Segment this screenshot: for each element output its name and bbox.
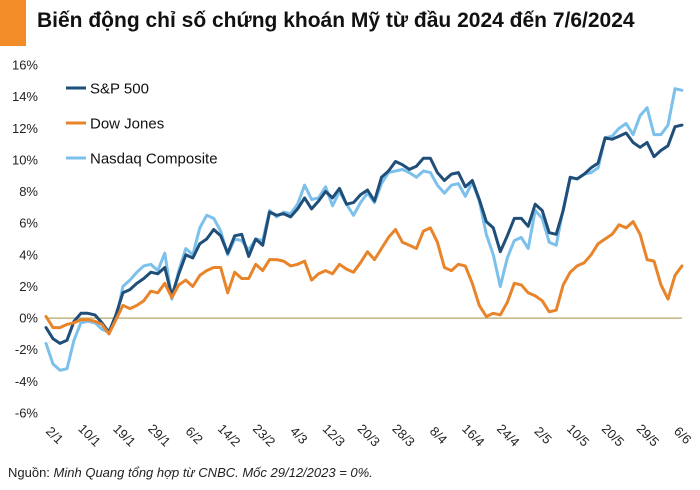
series-line-s-p-500 (44, 123, 684, 345)
legend-label: Dow Jones (90, 116, 164, 133)
x-tick-label: 10/1 (75, 421, 104, 450)
x-tick-label: 14/2 (215, 421, 244, 450)
y-tick-label: 8% (19, 184, 38, 199)
y-tick-label: 12% (12, 121, 38, 136)
source-note: Nguồn: Minh Quang tổng hợp từ CNBC. Mốc … (8, 465, 373, 480)
x-tick-label: 20/5 (599, 421, 628, 450)
line-chart: -6%-4%-2%0%2%4%6%8%10%12%14%16% 2/1 10/1 1… (12, 58, 694, 450)
y-tick-label: 6% (19, 216, 38, 231)
chart-series (44, 87, 684, 372)
y-tick-label: 16% (12, 58, 38, 73)
x-tick-label: 8/4 (427, 424, 450, 447)
y-tick-label: -4% (15, 374, 39, 389)
y-tick-label: 10% (12, 152, 38, 167)
legend-label: Nasdaq Composite (90, 151, 218, 168)
y-tick-label: -2% (15, 342, 39, 357)
x-tick-label: 2/5 (532, 424, 555, 447)
legend-label: S&P 500 (90, 81, 149, 98)
x-tick-label: 12/3 (320, 421, 349, 450)
x-tick-label: 19/1 (110, 421, 139, 450)
source-prefix: Nguồn: (8, 465, 54, 480)
x-tick-label: 6/6 (671, 424, 694, 447)
chart-title: Biến động chỉ số chứng khoán Mỹ từ đầu 2… (37, 9, 635, 32)
y-tick-label: 4% (19, 247, 38, 262)
title-accent-bar (0, 0, 26, 46)
series-line-dow-jones (44, 220, 684, 336)
x-tick-label: 28/3 (389, 421, 418, 450)
x-tick-label: 29/1 (145, 421, 174, 450)
y-tick-label: 0% (19, 311, 38, 326)
y-tick-label: -6% (15, 406, 39, 421)
x-axis-ticks: 2/1 10/1 19/1 29/1 6/2 14/2 23/2 4/3 12/3 20/3 28/… (43, 421, 694, 450)
x-tick-label: 4/3 (287, 424, 310, 447)
x-tick-label: 2/1 (43, 424, 66, 447)
x-tick-label: 23/2 (250, 421, 279, 450)
y-tick-label: 2% (19, 279, 38, 294)
x-tick-label: 10/5 (564, 421, 593, 450)
x-tick-label: 16/4 (459, 421, 488, 450)
chart-legend: S&P 500 Dow Jones Nasdaq Composite (66, 81, 218, 168)
x-tick-label: 6/2 (183, 424, 206, 447)
x-tick-label: 20/3 (354, 421, 383, 450)
x-tick-label: 24/4 (494, 421, 523, 450)
x-tick-label: 29/5 (634, 421, 663, 450)
y-axis-ticks: -6% -4% -2% 0% 2% 4% 6% 8% 10% 12% 14% 16% (12, 58, 38, 421)
y-tick-label: 14% (12, 89, 38, 104)
source-text: Minh Quang tổng hợp từ CNBC. Mốc 29/12/2… (53, 465, 373, 480)
title-bar: Biến động chỉ số chứng khoán Mỹ từ đầu 2… (0, 0, 700, 46)
